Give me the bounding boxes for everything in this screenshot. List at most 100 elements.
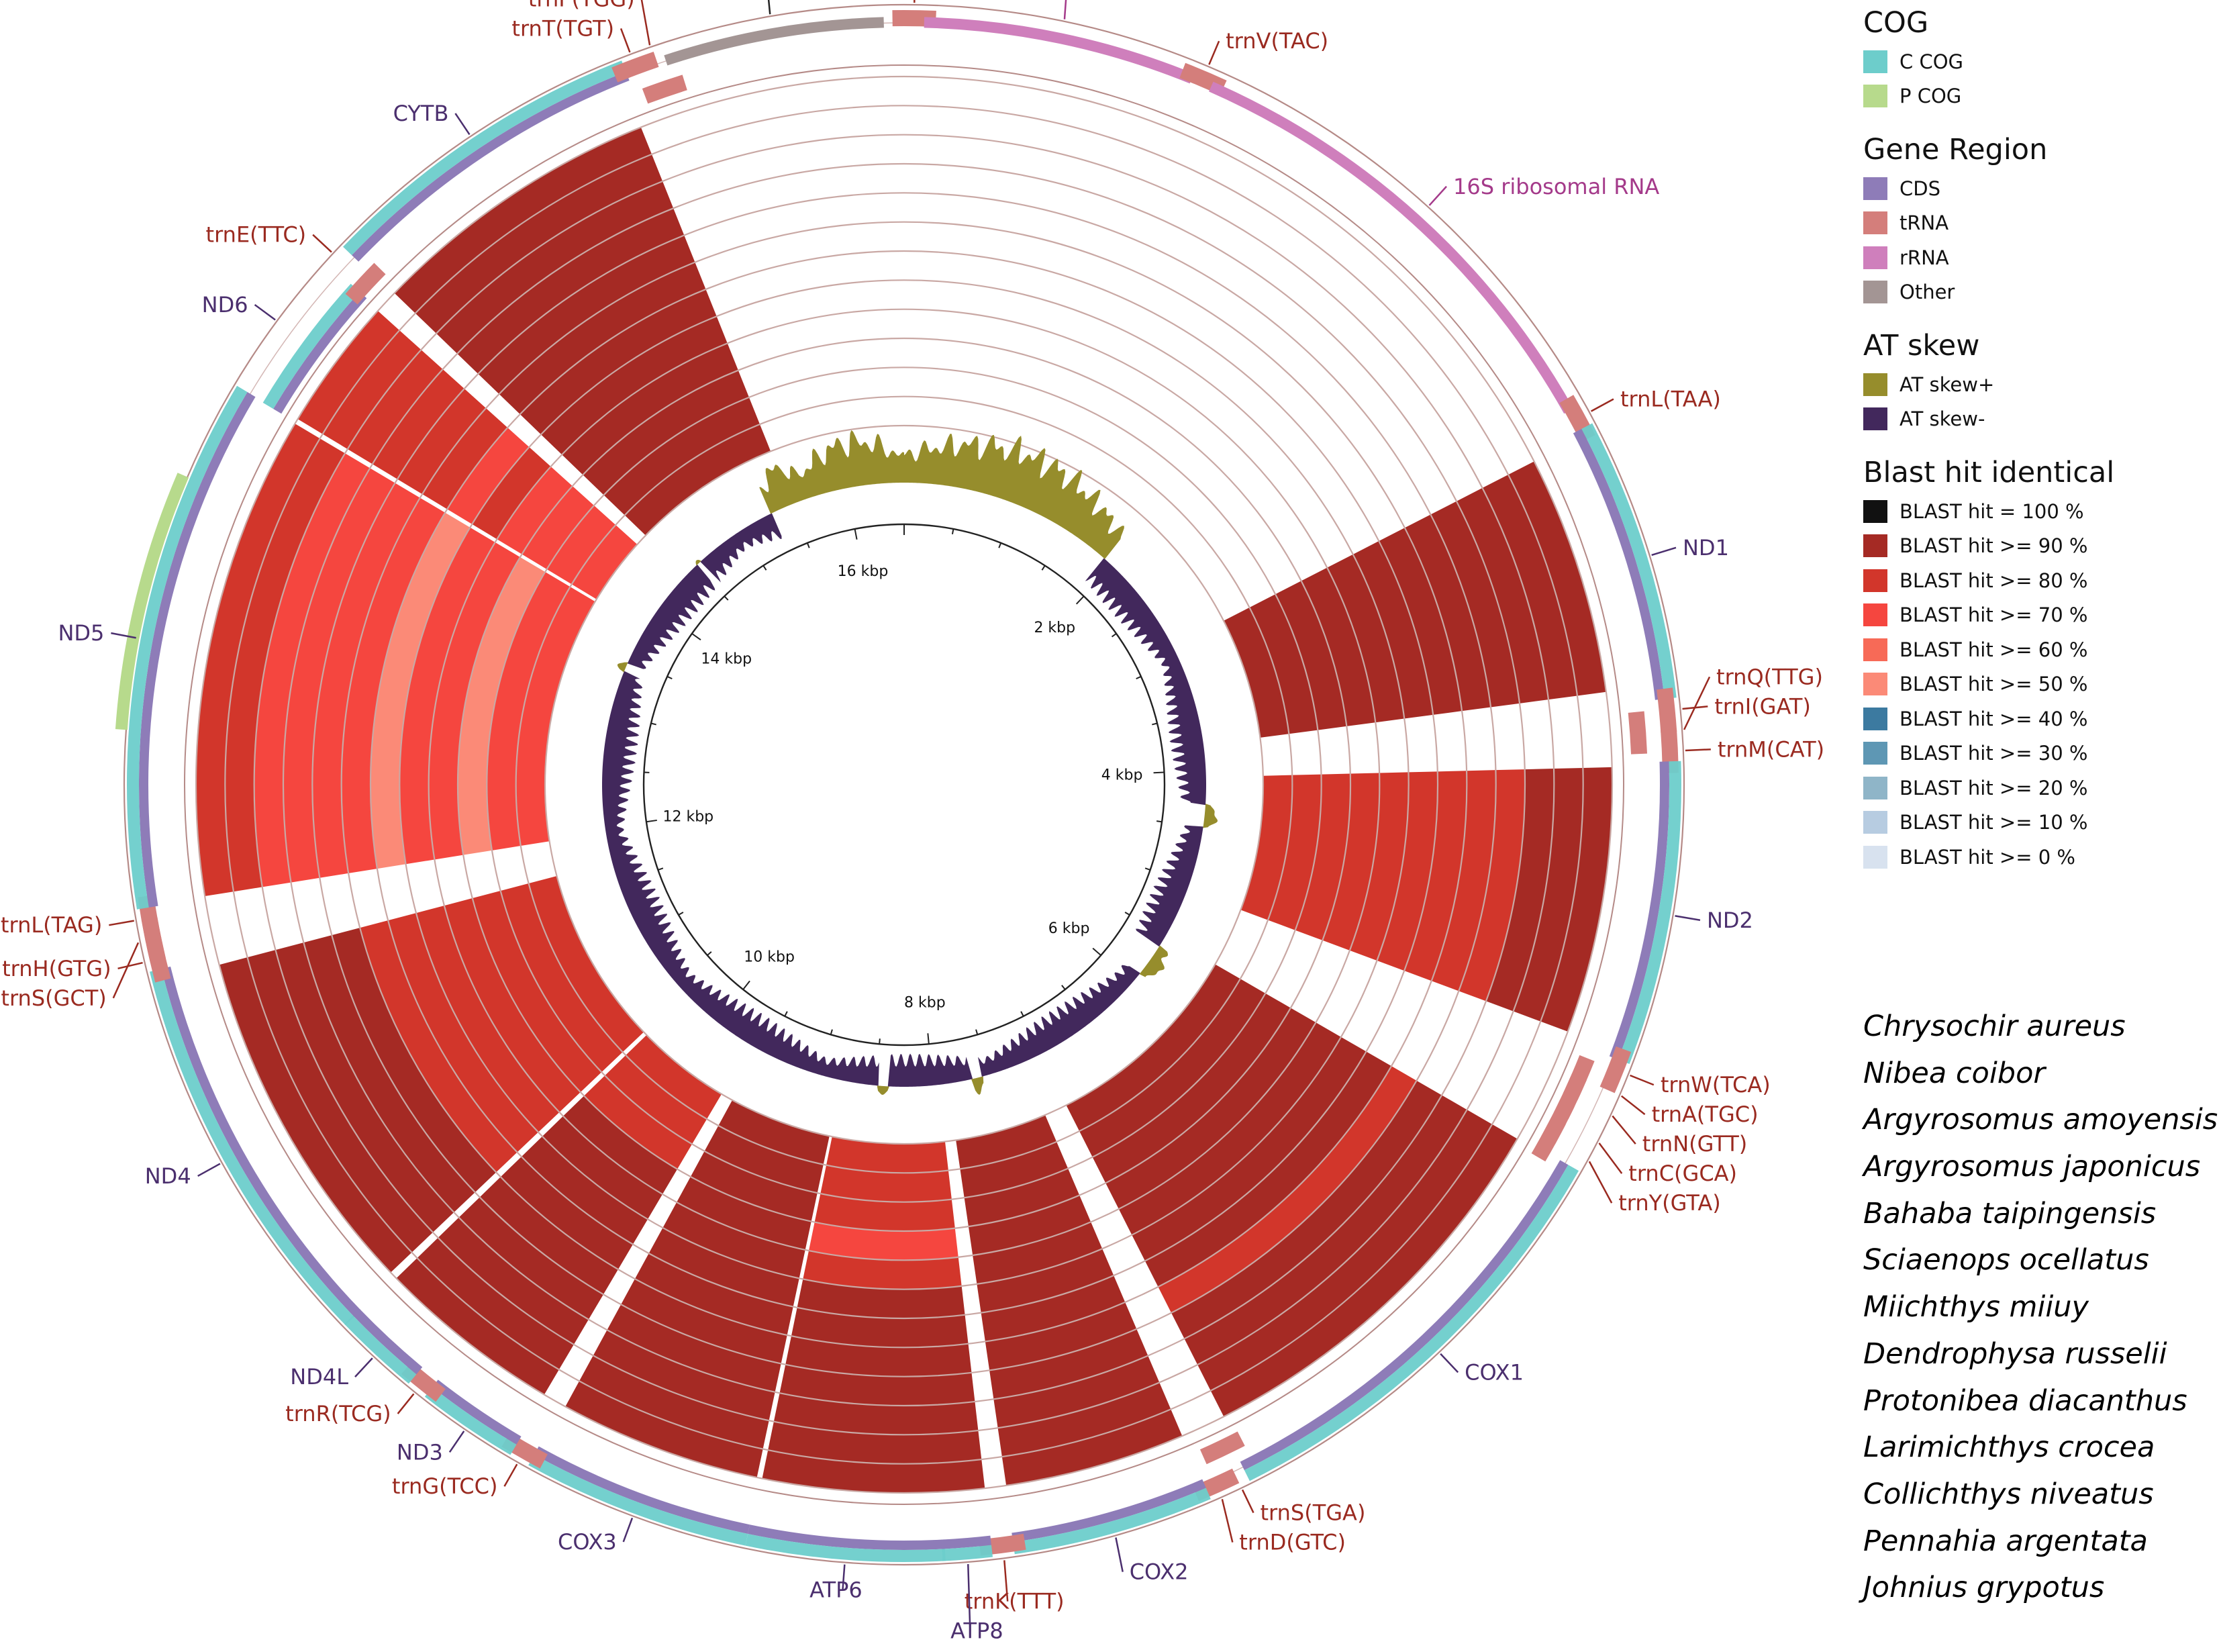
species-item: Argyrosomus japonicus	[1863, 1150, 2201, 1184]
label-leader-line	[1685, 748, 1711, 752]
label-leader-line	[454, 113, 471, 136]
label-leader-line	[1598, 1143, 1623, 1174]
ruler-tick	[806, 542, 810, 548]
blast-hit-segment	[422, 408, 508, 509]
feature-label: ND3	[397, 1439, 443, 1465]
blast-hit-segment	[997, 1382, 1171, 1457]
feature-label: ND6	[202, 292, 248, 318]
ring-grid-circle	[544, 424, 1265, 1145]
blast-hit-segment	[626, 1034, 722, 1120]
ruler-tick	[879, 1038, 881, 1044]
blast-hit-segment	[394, 127, 652, 313]
species-item: Nibea coibor	[1863, 1056, 2046, 1090]
blast-hit-segment	[225, 438, 345, 892]
blast-hit-segment	[677, 1176, 811, 1250]
legend-item-blast-60: BLAST hit >= 60 %	[1863, 632, 2212, 667]
label-leader-line	[1588, 1161, 1613, 1204]
legend-item-c-cog: C COG	[1863, 44, 2212, 79]
blast-hit-segment	[520, 289, 717, 435]
feature-arc-cox2	[1012, 1479, 1206, 1543]
ruler-tick	[854, 528, 858, 540]
blast-hit-segment	[479, 1177, 618, 1295]
legend-label-p-cog: P COG	[1900, 85, 1962, 108]
legend-cog: COG C COG P COG	[1863, 5, 2212, 113]
ruler-tick	[1075, 595, 1085, 605]
blast-hit-segment	[1210, 1124, 1518, 1417]
ruler-tick	[691, 633, 701, 641]
feature-label: ND5	[58, 620, 104, 646]
blast-hit-segment	[826, 1136, 948, 1173]
blast-hit-segment	[603, 397, 760, 516]
blast-hit-segment	[522, 486, 595, 569]
blast-hit-segment	[785, 1336, 972, 1377]
swatch-blast-20	[1863, 776, 1887, 799]
feature-label: ATP6	[809, 1577, 862, 1603]
feature-arc-cytb	[352, 71, 630, 262]
label-leader-line	[312, 234, 332, 253]
feature-label: trnD(GTC)	[1239, 1530, 1346, 1555]
blast-hit-segment	[399, 527, 495, 865]
ruler-label: 8 kbp	[904, 995, 946, 1012]
feature-arc-rrna	[924, 17, 1194, 84]
cog-arc	[150, 969, 354, 1326]
legend-item-blast-40: BLAST hit >= 40 %	[1863, 701, 2212, 736]
blast-hit-segment	[472, 447, 551, 540]
cog-arc	[1581, 423, 1677, 699]
feature-label: ND1	[1683, 535, 1729, 561]
ring-grid-circle	[515, 395, 1293, 1174]
cog-arc	[942, 1545, 993, 1561]
cog-arc	[262, 283, 360, 409]
blast-hit-segment	[396, 1258, 559, 1395]
label-leader-line	[1003, 1560, 1009, 1602]
legend-gene-region: Gene Region CDS tRNA rRNA Other	[1863, 132, 2212, 309]
ruler-tick	[1020, 1011, 1024, 1017]
species-item: Miichthys miiuy	[1863, 1290, 2089, 1324]
cog-arc	[745, 1533, 946, 1562]
blast-hit-segment	[322, 330, 422, 449]
cog-arc	[126, 385, 248, 910]
blast-hit-segment	[634, 1253, 793, 1336]
feature-label: 16S ribosomal RNA	[1453, 174, 1659, 199]
feature-label: trnL(TAA)	[1620, 386, 1721, 411]
blast-hit-segment	[779, 1364, 975, 1406]
blast-hit-segment	[457, 208, 685, 374]
legend-item-rrna: rRNA	[1863, 240, 2212, 275]
blast-hit-segment	[195, 424, 320, 897]
feature-label: ND2	[1707, 908, 1753, 933]
blast-hit-segment	[1377, 771, 1438, 971]
blast-hit-segment	[605, 1055, 707, 1145]
ruler-tick	[667, 675, 673, 680]
blast-hit-segment	[1540, 767, 1612, 1032]
blast-hit-segment	[960, 1141, 1069, 1198]
legend-label-at-skew-plus: AT skew+	[1900, 373, 1995, 396]
legend-label-blast-40: BLAST hit >= 40 %	[1900, 707, 2088, 730]
ruler-tick	[1124, 912, 1130, 916]
ruler-tick	[1061, 985, 1066, 990]
feature-label: trnV(TAC)	[1226, 28, 1328, 54]
circular-genome-map: 2 kbp 4 kbp 6 kbp 8 kbp 10 kbp 12 kbp 14 kbp 16…	[1, 0, 1824, 1644]
label-leader-line	[767, 0, 771, 15]
ruler-circle	[642, 523, 1166, 1047]
outer-border-circle	[123, 3, 1685, 1566]
p-cog-arc	[115, 473, 189, 730]
ruler-tick	[707, 951, 712, 956]
blast-hit-segment	[718, 1100, 830, 1165]
ring-grid-circle	[486, 367, 1322, 1203]
blast-hit-segment	[662, 1202, 805, 1279]
blast-hit-segment	[347, 350, 443, 465]
legend-item-blast-0: BLAST hit >= 0 %	[1863, 840, 2212, 875]
species-list: Chrysochir aureus Nibea coibor Argyrosom…	[1863, 1004, 2218, 1612]
blast-hit-segment	[1459, 769, 1525, 1002]
blast-hit-segment	[1349, 772, 1409, 961]
cog-arc	[1013, 1488, 1211, 1555]
label-leader-line	[117, 961, 143, 970]
swatch-c-cog	[1863, 50, 1887, 73]
blast-hit-segment	[542, 1116, 663, 1220]
ring-grid-circle	[369, 250, 1439, 1320]
blast-hit-segment	[579, 1355, 769, 1449]
species-item: Johnius grypotus	[1863, 1571, 2105, 1605]
blast-hit-segment	[977, 1249, 1114, 1313]
blast-hit-segment	[797, 1279, 965, 1318]
blast-hit-segment	[1249, 594, 1318, 734]
label-leader-line	[1241, 1489, 1254, 1514]
